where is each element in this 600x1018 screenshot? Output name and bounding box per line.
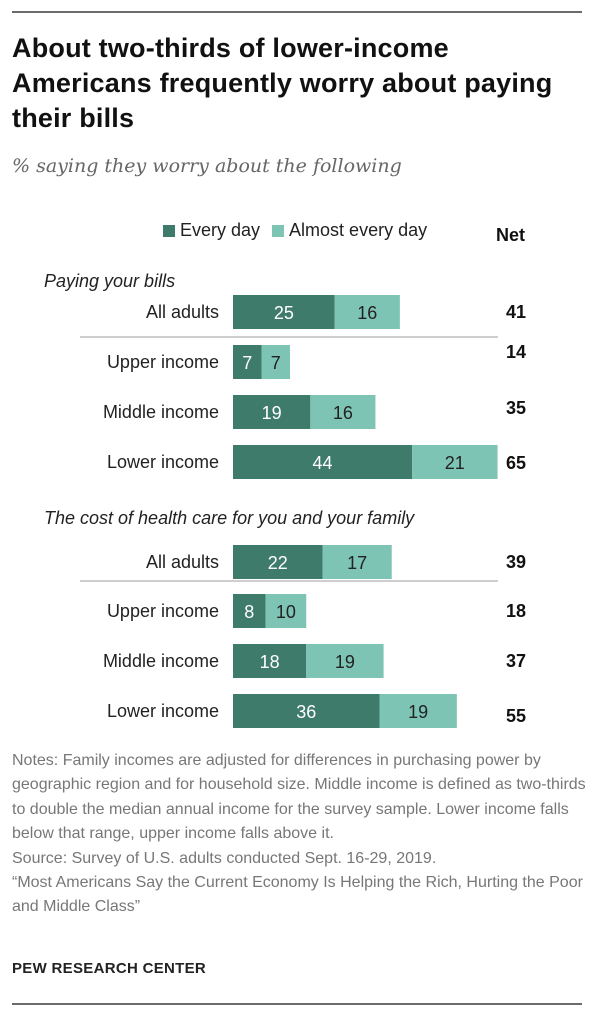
bar-every-day	[233, 594, 266, 628]
source-text: Source: Survey of U.S. adults conducted …	[12, 849, 437, 867]
report-title-text: “Most Americans Say the Current Economy …	[12, 874, 583, 916]
row-label: All adults	[146, 302, 219, 322]
net-value: 41	[506, 302, 526, 322]
net-value: 37	[506, 651, 526, 671]
bar-every-day	[233, 295, 335, 329]
row-label: Lower income	[107, 452, 219, 472]
row-label: Upper income	[107, 601, 219, 621]
legend-item-every-day: Every day	[163, 220, 260, 241]
bar-almost-every-day	[310, 395, 376, 429]
row-label: Upper income	[107, 352, 219, 372]
group-label: Paying your bills	[44, 271, 175, 291]
bar-almost-every-day	[412, 445, 498, 479]
legend: Every day Almost every day	[163, 220, 439, 241]
row-label: Middle income	[103, 402, 219, 422]
bottom-rule	[12, 1003, 582, 1005]
bar-every-day	[233, 694, 380, 728]
net-value: 65	[506, 453, 526, 473]
value-label-almost-every-day: 19	[335, 652, 355, 672]
bar-almost-every-day	[322, 545, 392, 579]
legend-label-every-day: Every day	[180, 220, 261, 240]
bar-every-day	[233, 445, 413, 479]
bar-every-day	[233, 644, 307, 678]
value-label-almost-every-day: 16	[357, 303, 377, 323]
legend-swatch-almost-every-day	[272, 224, 285, 237]
chart-subtitle: % saying they worry about the following	[12, 155, 402, 177]
value-label-every-day: 36	[296, 702, 316, 722]
bar-every-day	[233, 545, 323, 579]
value-label-almost-every-day: 7	[271, 353, 281, 373]
net-value: 55	[506, 706, 526, 726]
top-rule	[12, 11, 582, 13]
bar-every-day	[233, 395, 311, 429]
row-label: Lower income	[107, 701, 219, 721]
notes-block: Notes: Family incomes are adjusted for d…	[12, 749, 587, 920]
group-label: The cost of health care for you and your…	[44, 508, 415, 528]
value-label-almost-every-day: 19	[408, 702, 428, 722]
value-label-every-day: 22	[268, 553, 288, 573]
bar-almost-every-day	[265, 594, 307, 628]
bar-almost-every-day	[306, 644, 384, 678]
net-column-header: Net	[496, 225, 526, 245]
value-label-almost-every-day: 17	[347, 553, 367, 573]
legend-swatch-every-day	[163, 224, 175, 237]
net-value: 39	[506, 552, 526, 572]
net-value: 35	[506, 398, 526, 418]
notes-text: Notes: Family incomes are adjusted for d…	[12, 752, 586, 843]
net-value: 14	[506, 342, 526, 362]
bar-almost-every-day	[334, 295, 400, 329]
net-value: 18	[506, 601, 526, 621]
value-label-every-day: 18	[260, 652, 280, 672]
pew-research-center-footer: PEW RESEARCH CENTER	[12, 960, 207, 977]
legend-label-almost-every-day: Almost every day	[289, 220, 428, 240]
stacked-bar-chart: Paying your bills All adults 25 16 41 Upper i…	[44, 271, 526, 728]
bar-almost-every-day	[379, 694, 457, 728]
value-label-almost-every-day: 10	[276, 602, 296, 622]
row-label: All adults	[146, 552, 219, 572]
value-label-almost-every-day: 21	[445, 453, 465, 473]
value-label-every-day: 19	[262, 403, 282, 423]
value-label-almost-every-day: 16	[333, 403, 353, 423]
value-label-every-day: 44	[313, 453, 333, 473]
row-label: Middle income	[103, 651, 219, 671]
bar-almost-every-day	[261, 345, 290, 379]
bar-every-day	[233, 345, 262, 379]
value-label-every-day: 7	[242, 353, 252, 373]
value-label-every-day: 25	[274, 303, 294, 323]
value-label-every-day: 8	[244, 602, 254, 622]
chart-title: About two-thirds of lower-income America…	[12, 33, 553, 133]
legend-item-almost-every-day: Almost every day	[272, 220, 427, 241]
